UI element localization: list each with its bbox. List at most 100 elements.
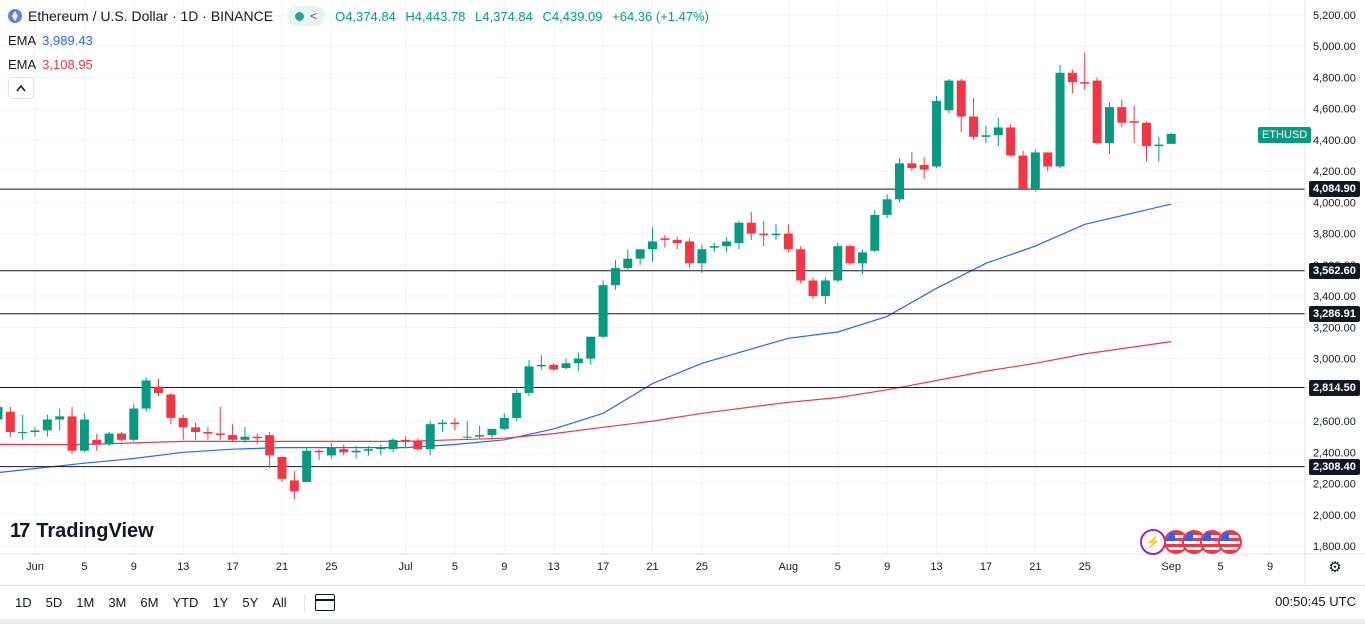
candle[interactable] [487, 428, 497, 440]
candle-body[interactable] [1006, 127, 1016, 156]
candle-body[interactable] [660, 238, 670, 240]
candle[interactable] [610, 260, 620, 290]
candle[interactable] [635, 249, 645, 265]
candle-body[interactable] [635, 249, 645, 259]
candle-body[interactable] [746, 222, 756, 234]
candle[interactable] [759, 221, 769, 247]
collapse-legend-button[interactable] [8, 77, 34, 99]
candle[interactable] [746, 211, 756, 240]
candle[interactable] [129, 403, 139, 442]
candle[interactable] [42, 414, 52, 437]
candle[interactable] [450, 417, 460, 431]
events-markers[interactable]: ⚡ [1140, 529, 1242, 555]
candle-body[interactable] [561, 363, 571, 368]
candle-body[interactable] [215, 433, 225, 436]
utc-clock[interactable]: 00:50:45 UTC [1275, 594, 1356, 609]
candle-body[interactable] [648, 241, 657, 250]
candle-body[interactable] [956, 80, 966, 117]
candle-body[interactable] [203, 431, 213, 434]
candle[interactable] [1142, 121, 1151, 162]
candle[interactable] [845, 244, 855, 265]
candle[interactable] [425, 421, 435, 456]
candle-body[interactable] [1166, 133, 1176, 144]
ema-slow-row[interactable]: EMA 3,108.95 [8, 54, 709, 74]
candle[interactable] [944, 79, 954, 114]
candle[interactable] [215, 407, 225, 440]
candle-body[interactable] [808, 280, 818, 297]
candle[interactable] [376, 444, 386, 456]
candle[interactable] [67, 407, 77, 454]
candle-body[interactable] [882, 199, 892, 215]
candle-body[interactable] [610, 268, 620, 286]
candle[interactable] [1043, 152, 1053, 172]
calendar-range-icon[interactable] [314, 594, 335, 611]
candle-body[interactable] [1080, 82, 1090, 84]
candle-body[interactable] [734, 222, 744, 244]
market-status-pill[interactable]: < [287, 6, 326, 26]
candle[interactable] [598, 280, 608, 339]
candle[interactable] [166, 392, 176, 425]
range-6m-button[interactable]: 6M [140, 595, 159, 610]
candle-body[interactable] [598, 285, 608, 337]
candle[interactable] [981, 125, 991, 144]
tradingview-logo[interactable]: 17 TradingView [10, 520, 154, 543]
candle[interactable] [30, 427, 40, 437]
ema-slow-line[interactable] [0, 341, 1172, 446]
range-1y-button[interactable]: 1Y [212, 595, 229, 610]
candle-body[interactable] [981, 135, 991, 137]
candle-body[interactable] [129, 408, 139, 440]
candle-body[interactable] [969, 116, 979, 137]
candle-body[interactable] [586, 336, 596, 359]
candle-body[interactable] [289, 480, 299, 492]
candle-body[interactable] [450, 422, 460, 425]
candle-body[interactable] [265, 435, 275, 456]
candle[interactable] [18, 414, 28, 440]
candle-body[interactable] [1104, 107, 1114, 144]
candle-body[interactable] [932, 100, 942, 167]
candle[interactable] [882, 194, 892, 219]
candle-body[interactable] [141, 380, 151, 409]
candle[interactable] [549, 363, 559, 372]
chart-canvas[interactable]: 1,800.00 2,000.00 2,200.00 2,400.00 2,600.00… [0, 0, 1365, 585]
candle[interactable] [203, 427, 213, 440]
candle[interactable] [1006, 124, 1016, 158]
ema-fast-row[interactable]: EMA 3,989.43 [8, 30, 709, 50]
candle-body[interactable] [376, 447, 386, 450]
candle[interactable] [783, 224, 793, 253]
candle-body[interactable] [1154, 144, 1164, 147]
candle-body[interactable] [425, 424, 435, 450]
candle-body[interactable] [18, 431, 28, 433]
candle-body[interactable] [857, 252, 867, 264]
candle-body[interactable] [573, 358, 583, 364]
candle-body[interactable] [413, 441, 423, 450]
candle-body[interactable] [512, 392, 522, 418]
price-axis[interactable]: 1,800.00 2,000.00 2,200.00 2,400.00 2,600.00… [1304, 0, 1356, 585]
candle-body[interactable] [438, 422, 448, 425]
candle-body[interactable] [154, 386, 163, 393]
range-1m-button[interactable]: 1M [76, 595, 95, 610]
candle[interactable] [141, 377, 151, 412]
candle[interactable] [1166, 133, 1176, 144]
candle[interactable] [388, 438, 398, 453]
horizontal-levels[interactable] [0, 188, 1305, 468]
candle-body[interactable] [833, 246, 843, 281]
candle-body[interactable] [42, 419, 52, 431]
candle-body[interactable] [314, 450, 324, 453]
candle-body[interactable] [672, 239, 682, 244]
candle-body[interactable] [178, 417, 188, 428]
candle[interactable] [536, 355, 546, 370]
candle-body[interactable] [0, 407, 3, 420]
candle-body[interactable] [326, 447, 336, 456]
candle[interactable] [1104, 102, 1114, 154]
candle[interactable] [512, 389, 522, 422]
candle[interactable] [932, 96, 942, 169]
candle[interactable] [5, 407, 15, 437]
candle[interactable] [240, 427, 250, 443]
candle[interactable] [561, 358, 571, 370]
candle[interactable] [734, 221, 744, 250]
candle[interactable] [1018, 150, 1028, 190]
candle-body[interactable] [685, 241, 695, 264]
candle-body[interactable] [759, 233, 769, 236]
candle[interactable] [277, 456, 287, 482]
candle-body[interactable] [993, 127, 1003, 136]
